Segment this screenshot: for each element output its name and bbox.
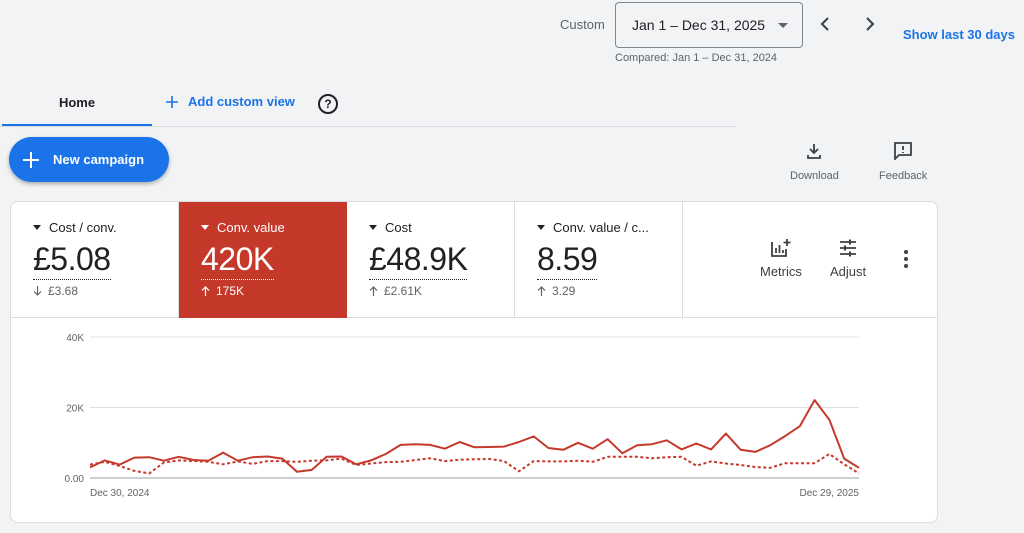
current-series-line: [89, 399, 860, 473]
metric-tile-conv-value-per-cost[interactable]: Conv. value / c... 8.59 3.29: [515, 202, 683, 318]
help-icon[interactable]: ?: [318, 94, 338, 114]
add-custom-view-button[interactable]: Add custom view: [166, 94, 295, 109]
metric-value: 420K: [201, 241, 274, 280]
chevron-right-icon: [866, 17, 875, 31]
metric-header[interactable]: Cost / conv.: [33, 220, 178, 235]
metric-change: £2.61K: [369, 284, 514, 298]
x-tick-label: Dec 30, 2024: [90, 488, 150, 499]
chart-controls: Metrics Adjust: [684, 202, 937, 318]
add-custom-view-label: Add custom view: [188, 94, 295, 109]
performance-line-chart: 0.00 20K 40K Dec 30, 2024 Dec 29, 2025: [65, 333, 860, 499]
dropdown-caret-icon: [369, 225, 377, 230]
metric-change-value: £2.61K: [384, 284, 423, 298]
view-tabs: Home Add custom view ?: [0, 80, 736, 127]
arrow-up-icon: [201, 286, 210, 296]
date-range-value: Jan 1 – Dec 31, 2025: [632, 17, 766, 33]
metric-value: £48.9K: [369, 241, 468, 280]
metric-tile-cost-per-conv[interactable]: Cost / conv. £5.08 £3.68: [11, 202, 179, 318]
x-tick-label: Dec 29, 2025: [800, 488, 860, 499]
date-range-selector[interactable]: Jan 1 – Dec 31, 2025: [615, 2, 803, 48]
feedback-button[interactable]: Feedback: [879, 142, 927, 182]
arrow-down-icon: [33, 286, 42, 296]
metric-change: 175K: [201, 284, 346, 298]
feedback-label: Feedback: [879, 170, 928, 182]
metric-value: 8.59: [537, 241, 598, 280]
new-campaign-label: New campaign: [53, 152, 145, 167]
add-chart-icon: [771, 239, 791, 257]
arrow-up-icon: [369, 286, 378, 296]
y-tick-label: 20K: [66, 404, 84, 415]
dropdown-caret-icon: [33, 225, 41, 230]
tune-icon: [840, 239, 857, 257]
y-tick-label: 0.00: [65, 474, 85, 485]
metric-header[interactable]: Conv. value / c...: [537, 220, 682, 235]
download-button[interactable]: Download: [790, 142, 839, 182]
metric-value: £5.08: [33, 241, 111, 280]
arrow-up-icon: [537, 286, 546, 296]
metric-tile-conv-value[interactable]: Conv. value 420K 175K: [179, 202, 347, 318]
adjust-label: Adjust: [830, 264, 867, 279]
metrics-button[interactable]: Metrics: [760, 238, 802, 279]
metric-change-value: £3.68: [48, 284, 79, 298]
plus-icon: [166, 95, 178, 108]
metric-change: £3.68: [33, 284, 178, 298]
dropdown-caret-icon: [778, 23, 788, 28]
metric-change: 3.29: [537, 284, 682, 298]
metric-header[interactable]: Cost: [369, 220, 514, 235]
date-mode-label: Custom: [560, 17, 605, 32]
y-tick-label: 40K: [66, 333, 84, 344]
metric-change-value: 175K: [216, 284, 245, 298]
feedback-icon: [894, 142, 913, 160]
metric-header[interactable]: Conv. value: [201, 220, 346, 235]
compared-date-text: Compared: Jan 1 – Dec 31, 2024: [615, 52, 778, 64]
metrics-label: Metrics: [760, 264, 802, 279]
chevron-left-icon: [820, 17, 829, 31]
plus-icon: [23, 151, 39, 168]
performance-card: Cost / conv. £5.08 £3.68 Conv. value 420…: [10, 201, 938, 523]
next-period-button[interactable]: [858, 12, 882, 36]
comparison-series-line: [89, 453, 860, 475]
download-label: Download: [790, 170, 839, 182]
show-last-30-days-link[interactable]: Show last 30 days: [903, 27, 1015, 42]
adjust-button[interactable]: Adjust: [830, 238, 866, 279]
metric-change-value: 3.29: [552, 284, 576, 298]
metric-label: Conv. value / c...: [553, 220, 649, 235]
metric-tile-cost[interactable]: Cost £48.9K £2.61K: [347, 202, 515, 318]
more-options-icon[interactable]: [902, 250, 910, 268]
metric-label: Cost: [385, 220, 412, 235]
download-icon: [807, 144, 822, 159]
dropdown-caret-icon: [537, 225, 545, 230]
new-campaign-button[interactable]: New campaign: [9, 137, 169, 182]
dropdown-caret-icon: [201, 225, 209, 230]
metric-label: Cost / conv.: [49, 220, 117, 235]
metric-label: Conv. value: [217, 220, 285, 235]
previous-period-button[interactable]: [813, 12, 837, 36]
tab-home[interactable]: Home: [2, 80, 152, 126]
